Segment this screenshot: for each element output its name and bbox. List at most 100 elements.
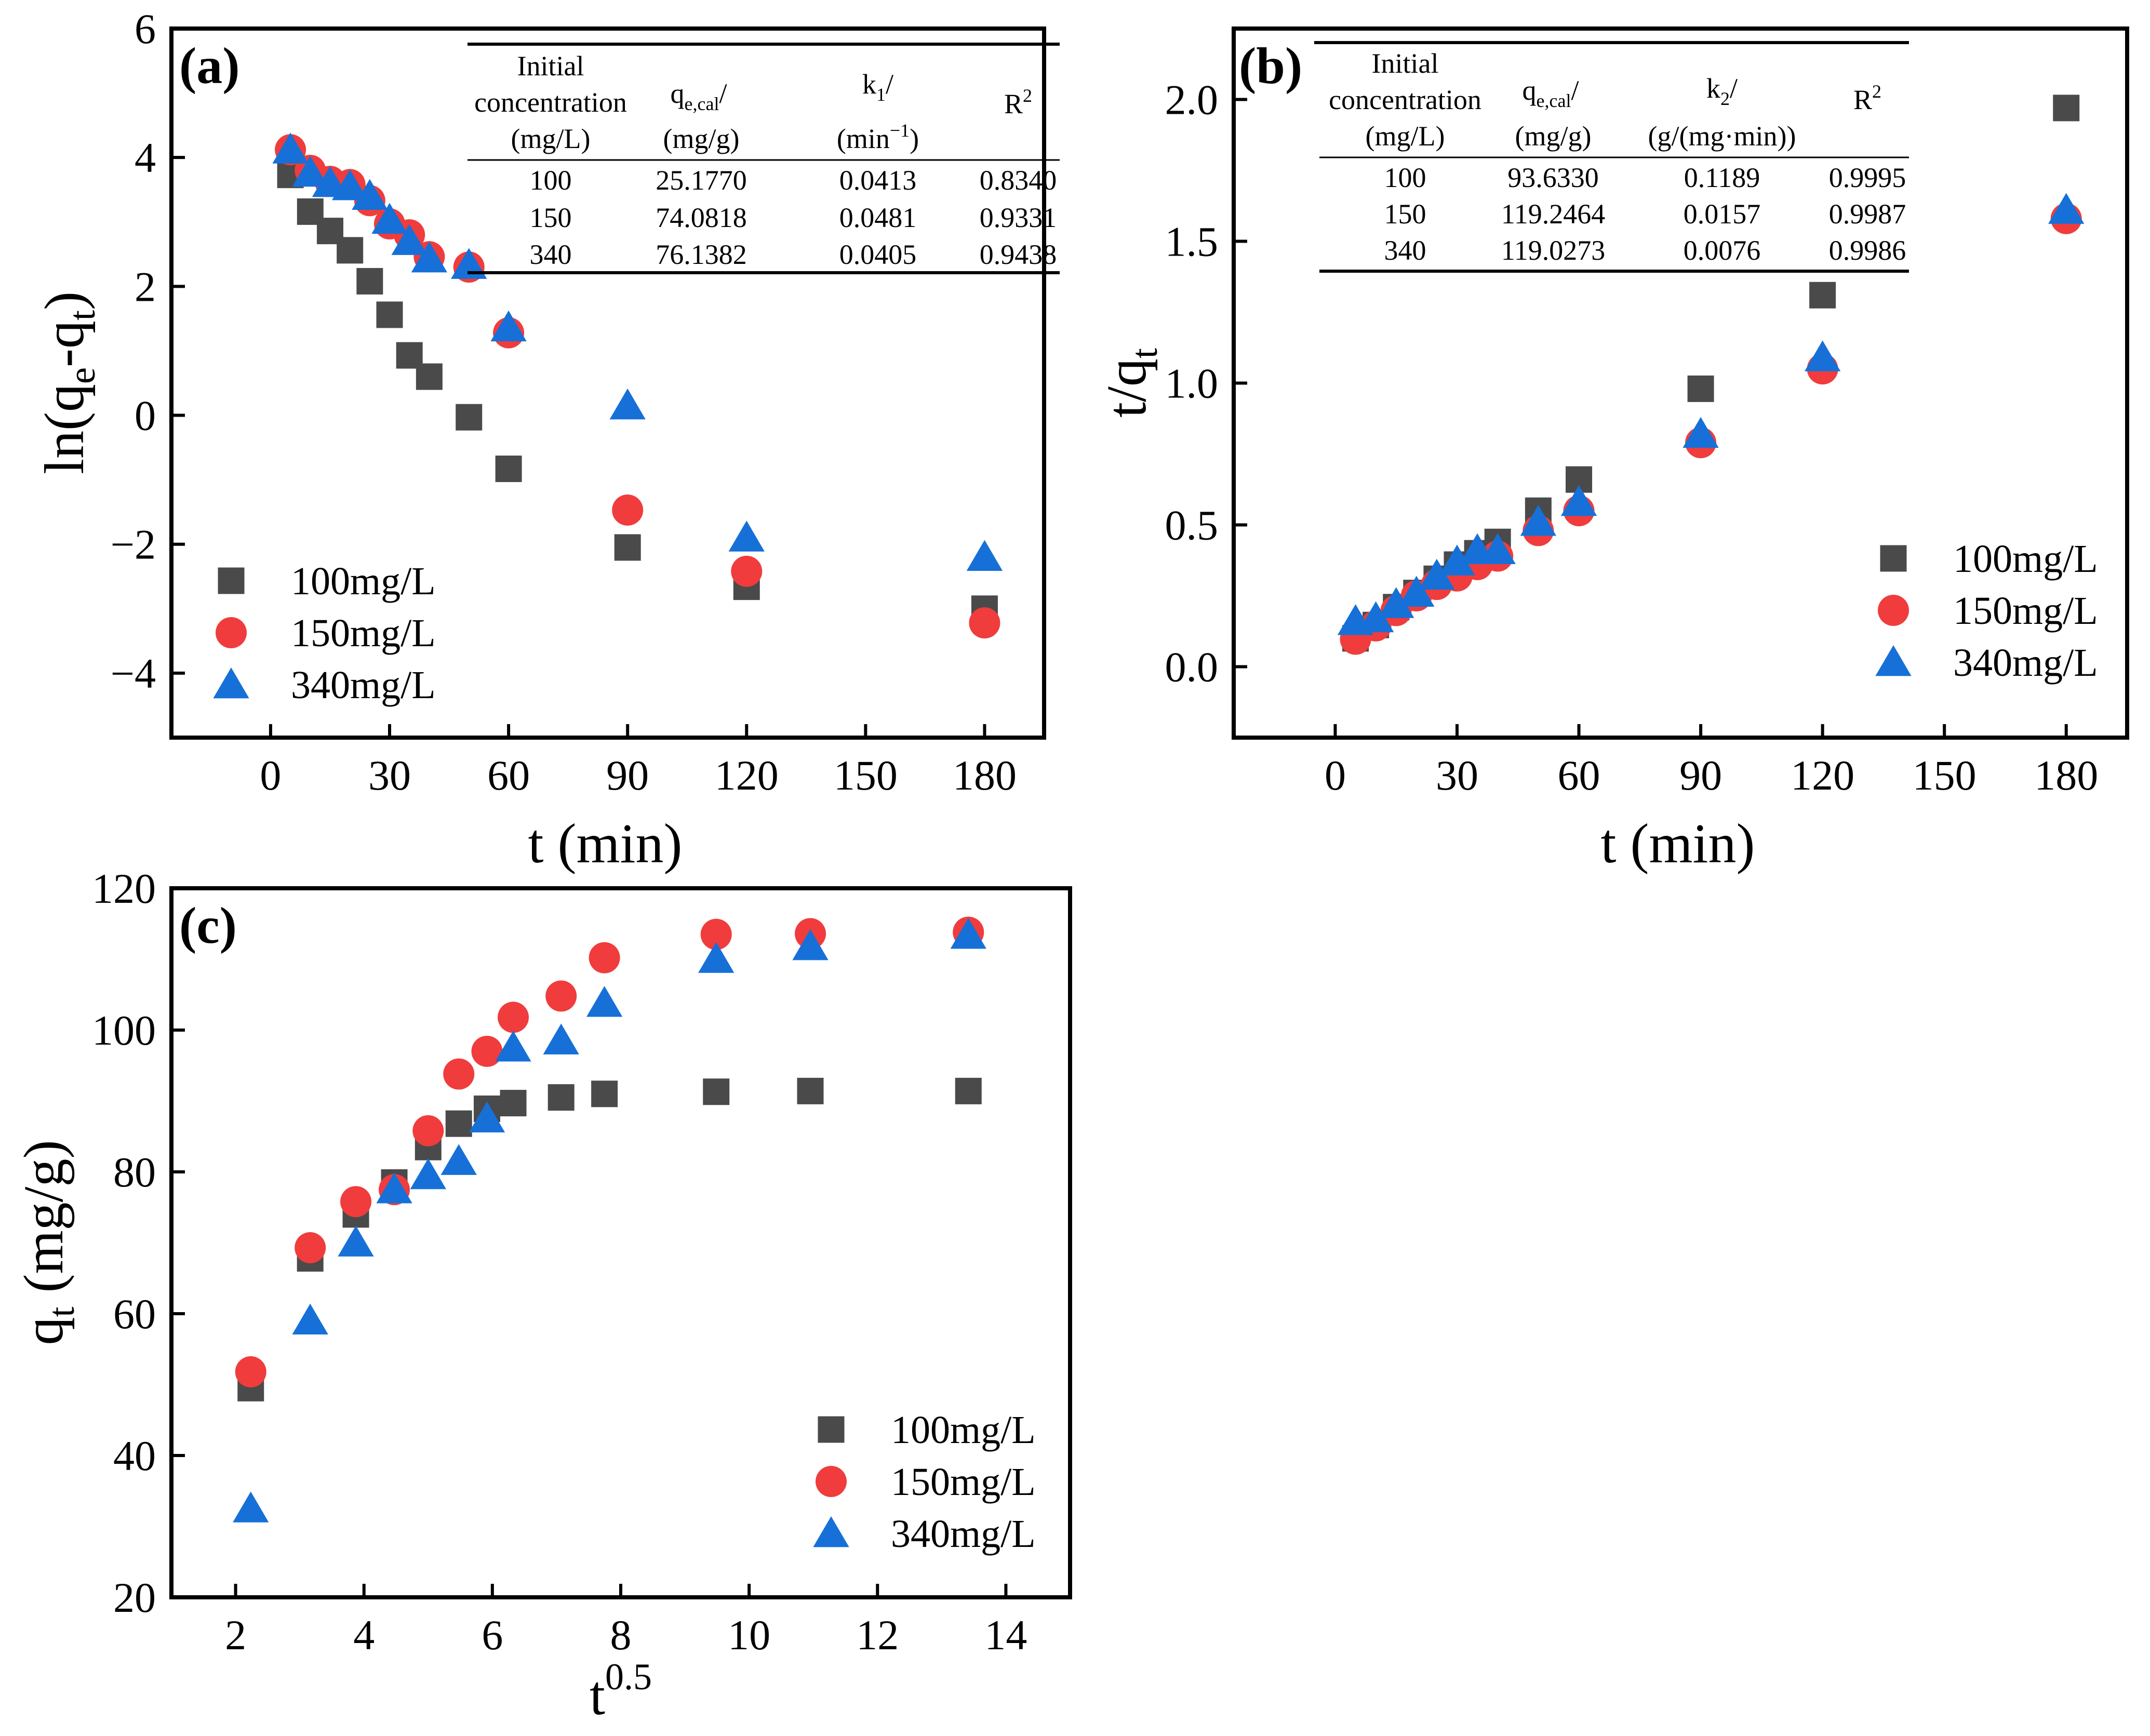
panel-b-label: (b) [1239, 37, 1302, 95]
panel-b-point-triangle [1560, 485, 1597, 516]
panel-c-x-tick-label: 8 [610, 1611, 632, 1659]
panel-a-y-tick-label: −2 [111, 521, 156, 568]
table-a-header-k1: k1/ [862, 69, 893, 105]
panel-b-x-tick-label: 60 [1558, 752, 1600, 799]
panel-b-x-tick-label: 150 [1913, 752, 1977, 799]
panel-a-x-tick-label: 150 [834, 752, 898, 799]
panel-b-point-square [1687, 375, 1714, 402]
panel-b-point-triangle [1419, 558, 1455, 590]
panel-c-point-triangle [469, 1101, 505, 1133]
panel-b-y-tick-label: 0.5 [1165, 502, 1219, 549]
panel-b-y-tick-label: 1.5 [1165, 218, 1219, 265]
panel-a-legend-marker-triangle [213, 667, 249, 699]
svg-text:76.1382: 76.1382 [656, 239, 747, 270]
panel-c-point-circle [471, 1035, 503, 1067]
panel-b-legend-marker-circle [1878, 595, 1909, 626]
panel-b-point-triangle [1398, 576, 1435, 607]
table-a-header-unit: (mg/L) [511, 123, 591, 154]
table-a-header-r2: R2 [1004, 85, 1032, 119]
svg-text:0.9331: 0.9331 [980, 202, 1057, 233]
panel-b-point-square [2053, 95, 2080, 122]
panel-c-point-circle [443, 1058, 475, 1090]
table-a-header-qecal-unit: (mg/g) [663, 123, 740, 154]
svg-text:150: 150 [1384, 198, 1426, 230]
panel-b-point-triangle [2048, 193, 2085, 224]
panel-c-x-tick-label: 2 [225, 1611, 246, 1659]
panel-c-point-square [703, 1078, 730, 1105]
table-b-header-initial: Initial [1372, 48, 1439, 79]
panel-c-point-circle [545, 980, 577, 1012]
panel-c-point-square [797, 1077, 824, 1104]
panel-c-label: (c) [179, 897, 237, 954]
panel-c-y-tick-label: 40 [113, 1432, 156, 1479]
panel-c-y-tick-label: 80 [113, 1149, 156, 1196]
table-a-header-qecal: qe,cal/ [671, 78, 727, 114]
panel-a-x-tick-label: 30 [368, 752, 411, 799]
panel-a-point-square [495, 456, 522, 483]
panel-b-point-triangle [1357, 601, 1394, 633]
panel-a-point-triangle [728, 520, 765, 552]
panel-a-point-triangle [371, 203, 408, 234]
table-b-header-qecal-unit: (mg/g) [1515, 121, 1592, 152]
panel-a-point-triangle [451, 248, 487, 279]
panel-c-legend: 100mg/L 150mg/L 340mg/L [813, 1408, 1036, 1556]
panel-a-point-triangle [966, 540, 1003, 571]
panel-b-legend-label: 100mg/L [1953, 537, 2098, 581]
svg-text:100: 100 [1384, 162, 1426, 193]
panel-c-point-circle [295, 1232, 326, 1264]
panel-c-y-tick-label: 120 [92, 865, 156, 912]
panel-b-x-tick-label: 120 [1791, 752, 1854, 799]
svg-text:25.1770: 25.1770 [656, 165, 747, 196]
panel-b-x-tick-label: 0 [1325, 752, 1346, 799]
panel-c-point-triangle [440, 1144, 477, 1175]
panel-b-legend-label: 150mg/L [1953, 589, 2098, 633]
panel-c-y-tick-label: 20 [113, 1574, 156, 1621]
panel-a-point-square [416, 363, 443, 390]
panel-a-pfo-table: Initial concentration (mg/L) qe,cal/ (mg… [468, 43, 1060, 274]
svg-text:0.9987: 0.9987 [1829, 198, 1906, 230]
panel-c-point-triangle [410, 1158, 446, 1190]
panel-a-y-tick-label: 2 [135, 263, 156, 310]
panel-c-legend-marker-circle [816, 1466, 847, 1497]
panel-b-point-triangle [1520, 505, 1557, 536]
panel-b-y-tick-label: 1.0 [1165, 360, 1219, 407]
panel-c-point-circle [498, 1001, 529, 1033]
panel-b-point-triangle [1682, 417, 1719, 448]
panel-c-point-triangle [950, 918, 986, 949]
panel-c-legend-label: 340mg/L [891, 1512, 1036, 1556]
panel-a-point-circle [612, 494, 644, 526]
panel-a-point-triangle [331, 169, 368, 201]
panel-b-legend: 100mg/L 150mg/L 340mg/L [1875, 537, 2098, 685]
panel-c-point-circle [589, 942, 620, 973]
panel-c-point-triangle [376, 1172, 412, 1204]
panel-c-point-triangle [338, 1225, 374, 1257]
svg-text:340: 340 [1384, 235, 1426, 266]
panel-a-y-axis-title: ln(qe-qt) [34, 291, 103, 474]
table-a-row: 340 76.1382 0.0405 0.9438 [530, 239, 1057, 270]
panel-b-x-tick-label: 90 [1679, 752, 1722, 799]
panel-c-point-triangle [495, 1031, 531, 1062]
table-a-header-concentration: concentration [474, 87, 627, 118]
panel-c-y-tick-label: 60 [113, 1290, 156, 1338]
panel-b-pso-table: Initial concentration (mg/L) qe,cal/ (mg… [1314, 41, 1909, 273]
panel-a-legend-marker-circle [216, 617, 247, 648]
svg-text:340: 340 [530, 239, 572, 270]
panel-b-point-triangle [1439, 544, 1475, 576]
panel-a-legend-label: 340mg/L [291, 663, 436, 707]
panel-b-x-tick-label: 180 [2034, 752, 2098, 799]
svg-text:74.0818: 74.0818 [656, 202, 747, 233]
table-a-header-k1-unit: (min−1) [837, 120, 919, 154]
panel-a-x-tick-label: 120 [715, 752, 779, 799]
panel-c-point-square [445, 1110, 472, 1137]
panel-a-x-tick-label: 60 [487, 752, 530, 799]
panel-a-point-circle [969, 607, 1000, 639]
svg-text:119.2464: 119.2464 [1501, 198, 1606, 230]
panel-c-x-tick-label: 6 [482, 1611, 503, 1659]
panel-a-point-triangle [292, 155, 328, 187]
panel-a-point-square [456, 404, 483, 431]
panel-a-point-triangle [490, 310, 527, 342]
svg-text:0.0413: 0.0413 [839, 165, 917, 196]
panel-c-x-axis-title: t0.5 [590, 1656, 652, 1727]
panel-a-y-tick-label: 4 [135, 134, 156, 181]
